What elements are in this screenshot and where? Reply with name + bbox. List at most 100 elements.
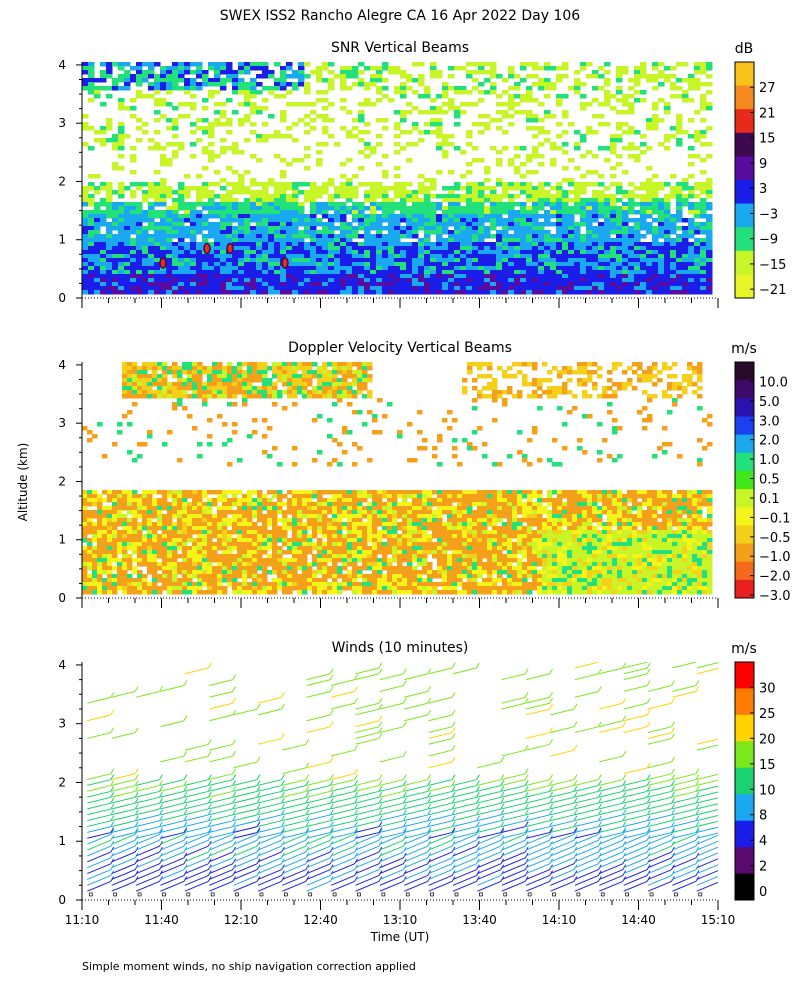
- doppler-cell: [217, 518, 223, 523]
- snr-cell: [112, 258, 119, 263]
- snr-cell: [304, 130, 311, 135]
- snr-cell: [478, 90, 485, 95]
- doppler-cell: [152, 590, 158, 595]
- snr-cell: [532, 126, 539, 131]
- snr-cell: [688, 242, 695, 247]
- snr-cell: [454, 198, 461, 203]
- doppler-cell: [172, 374, 178, 379]
- snr-cell: [136, 62, 143, 67]
- snr-cell: [148, 70, 155, 75]
- snr-cell: [364, 270, 371, 275]
- doppler-cell: [182, 370, 188, 375]
- snr-cell: [292, 270, 299, 275]
- doppler-cell: [192, 574, 198, 579]
- doppler-cell: [82, 502, 88, 507]
- snr-cell: [502, 282, 509, 287]
- snr-cell: [322, 62, 329, 67]
- snr-cell: [412, 218, 419, 223]
- snr-cell: [388, 218, 395, 223]
- snr-cell: [580, 106, 587, 111]
- snr-cell: [340, 230, 347, 235]
- snr-cell: [652, 126, 659, 131]
- snr-cell: [544, 190, 551, 195]
- doppler-cell: [192, 582, 198, 587]
- snr-cell: [286, 90, 293, 95]
- snr-cell: [496, 238, 503, 243]
- snr-cell: [232, 150, 239, 155]
- snr-cell: [382, 258, 389, 263]
- snr-cell: [418, 282, 425, 287]
- snr-cell: [562, 274, 569, 279]
- snr-cell: [100, 142, 107, 147]
- snr-cell: [226, 194, 233, 199]
- doppler-cell: [117, 506, 123, 511]
- doppler-cell: [197, 518, 203, 523]
- doppler-cell: [257, 526, 263, 531]
- snr-cell: [622, 190, 629, 195]
- snr-cell: [340, 206, 347, 211]
- snr-cell: [394, 290, 401, 295]
- snr-cell: [538, 86, 545, 91]
- snr-cell: [628, 282, 635, 287]
- snr-cell: [382, 118, 389, 123]
- snr-cell: [244, 266, 251, 271]
- snr-cell: [442, 278, 449, 283]
- doppler-cell: [167, 390, 173, 395]
- doppler-cell: [147, 390, 153, 395]
- snr-cell: [478, 274, 485, 279]
- doppler-cell: [117, 570, 123, 575]
- snr-cell: [388, 206, 395, 211]
- snr-cell: [616, 74, 623, 79]
- snr-cell: [610, 254, 617, 259]
- snr-cell: [556, 270, 563, 275]
- doppler-cell: [172, 582, 178, 587]
- snr-cell: [532, 254, 539, 259]
- doppler-cell: [262, 574, 268, 579]
- doppler-cell: [112, 566, 118, 571]
- doppler-cell: [257, 374, 263, 379]
- snr-cell: [160, 238, 167, 243]
- snr-cell: [646, 270, 653, 275]
- snr-cell: [166, 158, 173, 163]
- snr-cell: [190, 186, 197, 191]
- doppler-cell: [162, 530, 168, 535]
- snr-cell: [244, 118, 251, 123]
- snr-cell: [274, 202, 281, 207]
- snr-cell: [676, 246, 683, 251]
- snr-cell: [268, 194, 275, 199]
- snr-cell: [310, 258, 317, 263]
- snr-cell: [496, 250, 503, 255]
- snr-cell: [328, 282, 335, 287]
- snr-cell: [562, 178, 569, 183]
- snr-cell: [658, 246, 665, 251]
- snr-cell: [136, 94, 143, 99]
- snr-cell: [532, 134, 539, 139]
- snr-cell: [304, 282, 311, 287]
- doppler-cell: [192, 366, 198, 371]
- snr-cell: [196, 210, 203, 215]
- snr-cell: [292, 86, 299, 91]
- snr-cell: [130, 114, 137, 119]
- snr-cell: [298, 238, 305, 243]
- snr-cell: [250, 122, 257, 127]
- snr-cell: [304, 102, 311, 107]
- snr-cell: [478, 194, 485, 199]
- doppler-cell: [197, 546, 203, 551]
- snr-cell: [346, 242, 353, 247]
- snr-cell: [514, 258, 521, 263]
- snr-cell: [484, 266, 491, 271]
- snr-cell: [142, 74, 149, 79]
- snr-cell: [592, 214, 599, 219]
- snr-cell: [490, 266, 497, 271]
- snr-cell: [100, 238, 107, 243]
- snr-cell: [142, 278, 149, 283]
- snr-cell: [106, 190, 113, 195]
- snr-cell: [124, 218, 131, 223]
- snr-cell: [406, 218, 413, 223]
- snr-cell: [316, 162, 323, 167]
- snr-cell: [496, 118, 503, 123]
- snr-cell: [670, 218, 677, 223]
- doppler-cell: [237, 506, 243, 511]
- snr-cell: [88, 62, 95, 67]
- doppler-cell: [237, 590, 243, 595]
